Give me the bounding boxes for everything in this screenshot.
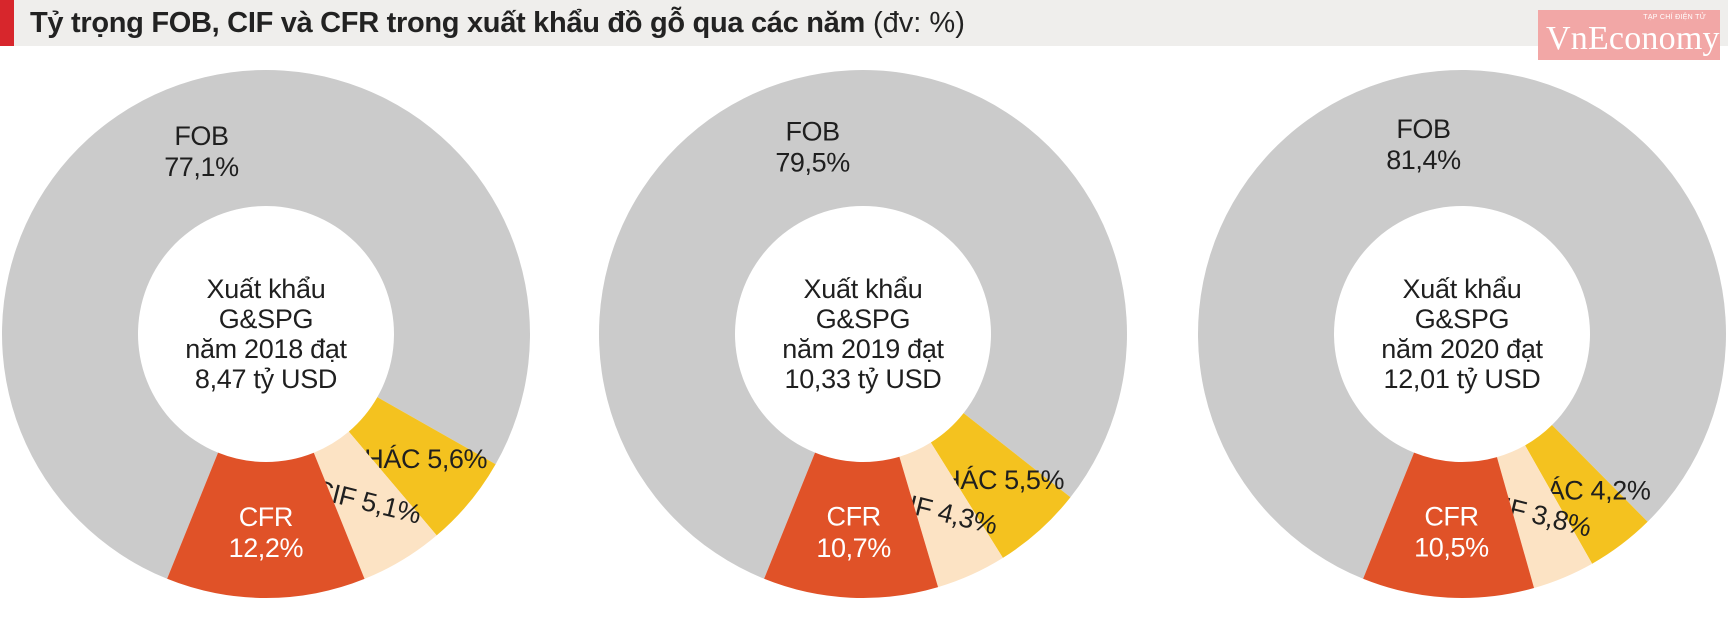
- center-label-line: Xuất khẩu: [1403, 274, 1522, 304]
- slice-value: 81,4%: [1386, 145, 1461, 175]
- vneconomy-logo: TẠP CHÍ ĐIỆN TỬ VnEconomy: [1538, 10, 1720, 60]
- chart-title: Tỷ trọng FOB, CIF và CFR trong xuất khẩu…: [30, 5, 965, 41]
- center-label-line: Xuất khẩu: [207, 274, 326, 304]
- slice-cfr: [1363, 452, 1535, 599]
- slice-name: CFR: [239, 502, 293, 532]
- slice-cif: [899, 442, 1003, 588]
- center-label-line: 8,47 tỷ USD: [195, 364, 337, 394]
- center-label-line: năm 2020 đạt: [1381, 334, 1543, 364]
- chart-title-unit: (đv: %): [873, 7, 965, 39]
- center-label-line: G&SPG: [1415, 304, 1510, 334]
- slice-name: FOB: [785, 117, 839, 147]
- slice-cif: [1496, 445, 1593, 588]
- chart-title-main: Tỷ trọng FOB, CIF và CFR trong xuất khẩu…: [30, 7, 865, 39]
- center-label-line: năm 2018 đạt: [185, 334, 347, 364]
- center-label: Xuất khẩu G&SPG năm 2018 đạt 8,47 tỷ USD: [185, 274, 347, 394]
- slice-label-cfr: CFR 10,5%: [1414, 502, 1489, 563]
- logo-tagline: TẠP CHÍ ĐIỆN TỬ: [1643, 14, 1706, 21]
- center-label-line: năm 2019 đạt: [782, 334, 944, 364]
- slice-label-fob: FOB 79,5%: [775, 117, 850, 178]
- slice-name: FOB: [1396, 114, 1450, 144]
- slice-value: 10,7%: [816, 533, 891, 563]
- slice-name: FOB: [174, 121, 228, 151]
- center-label-line: 10,33 tỷ USD: [785, 364, 942, 394]
- logo-brand: VnEconomy: [1546, 20, 1720, 57]
- center-label-line: G&SPG: [219, 304, 314, 334]
- slice-khac: [1525, 425, 1648, 564]
- slice-value: 77,1%: [164, 152, 239, 182]
- donut-chart-1: FOB 79,5%KHÁC 5,5%CIF 4,3%CFR 10,7%Xuất kh…: [599, 69, 1127, 599]
- slice-cfr: [764, 452, 939, 599]
- slice-fob: [2, 69, 531, 579]
- header-bar: Tỷ trọng FOB, CIF và CFR trong xuất khẩu…: [0, 0, 1728, 46]
- donut-chart-0: FOB 77,1%KHÁC 5,6%CIF 5,1%CFR 12,2%Xuất kh…: [2, 69, 531, 599]
- slice-name: CFR: [1424, 502, 1478, 532]
- center-label: Xuất khẩu G&SPG năm 2019 đạt 10,33 tỷ USD: [782, 274, 944, 394]
- center-label-line: 12,01 tỷ USD: [1384, 364, 1541, 394]
- donut-chart-2: FOB 81,4%KHÁC 4,2%CIF 3,8%CFR 10,5%Xuất kh…: [1198, 70, 1727, 599]
- slice-label-fob: FOB 81,4%: [1386, 114, 1461, 175]
- slice-khac: [930, 413, 1071, 558]
- slice-value: 12,2%: [229, 533, 304, 563]
- slice-label-cfr: CFR 10,7%: [816, 502, 891, 563]
- slice-label-cfr: CFR 12,2%: [229, 502, 304, 563]
- slice-khac: [348, 397, 496, 536]
- slice-cif: [313, 431, 437, 579]
- accent-bar: [0, 0, 14, 46]
- slice-fob: [599, 69, 1127, 579]
- center-label-line: Xuất khẩu: [804, 274, 923, 304]
- slice-fob: [1198, 70, 1727, 579]
- slice-value: 79,5%: [775, 148, 850, 178]
- slice-name: CFR: [826, 502, 880, 532]
- slice-label-fob: FOB 77,1%: [164, 121, 239, 182]
- slice-value: 10,5%: [1414, 533, 1489, 563]
- slice-cfr: [167, 452, 365, 599]
- center-label-line: G&SPG: [816, 304, 911, 334]
- center-label: Xuất khẩu G&SPG năm 2020 đạt 12,01 tỷ USD: [1381, 274, 1543, 394]
